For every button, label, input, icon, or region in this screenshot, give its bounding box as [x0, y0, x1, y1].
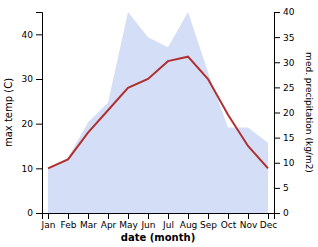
axis-line — [36, 13, 43, 214]
marks — [48, 12, 268, 213]
y-axis: 0 10 20 30 40 — [22, 13, 43, 219]
y-tick-mark — [36, 34, 42, 35]
y-tick: 0 — [27, 208, 42, 218]
chart: Jan FebMar AprMayJun Jul AugSep OctNovDec 0 10 2… — [0, 0, 318, 247]
x-tick: Jan — [41, 213, 56, 230]
y2-tick-mark — [274, 12, 280, 13]
x-tick: Aug — [180, 213, 198, 230]
y2-tick-mark — [274, 163, 280, 164]
x-tick: Apr — [101, 213, 117, 230]
precipitation-area — [48, 12, 268, 213]
x-tick-mark — [248, 213, 249, 219]
y-tick-label: 10 — [22, 164, 34, 174]
y2-tick-label: 15 — [283, 133, 294, 143]
x-tick-label: Oct — [221, 220, 237, 230]
plot-area: Jan FebMar AprMayJun Jul AugSep OctNovDec 0 10 2… — [3, 7, 314, 243]
y2-tick-label: 10 — [283, 158, 295, 168]
x-tick-mark — [88, 213, 89, 219]
y2-tick-mark — [274, 188, 280, 189]
y2-axis: 0 5 10 15 20 25 30 35 40 — [274, 7, 295, 218]
y2-tick-label: 40 — [283, 7, 295, 17]
x-tick: Jul — [162, 213, 174, 230]
x-tick-label: Aug — [180, 220, 198, 230]
y2-tick: 25 — [274, 83, 294, 93]
x-tick-label: Jan — [41, 220, 56, 230]
x-tick-label: Sep — [200, 220, 217, 230]
x-tick-label: Feb — [61, 220, 77, 230]
x-tick-mark — [208, 213, 209, 219]
x-tick-mark — [68, 213, 69, 219]
x-tick-label: Apr — [101, 220, 117, 230]
y-tick-mark — [36, 79, 42, 80]
y2-tick: 35 — [274, 33, 294, 43]
y2-tick: 40 — [274, 7, 295, 17]
y2-tick-label: 35 — [283, 33, 294, 43]
y2-tick: 30 — [274, 58, 295, 68]
y2-tick: 10 — [274, 158, 295, 168]
y-tick: 10 — [22, 164, 42, 174]
y-tick-mark — [36, 213, 42, 214]
x-tick: Mar — [80, 213, 97, 230]
x-tick-mark — [108, 213, 109, 219]
y-tick-mark — [36, 168, 42, 169]
y-tick: 40 — [22, 30, 42, 40]
y2-tick-label: 20 — [283, 108, 295, 118]
x-tick-mark — [188, 213, 189, 219]
y2-tick-label: 5 — [283, 183, 289, 193]
y2-tick-mark — [274, 87, 280, 88]
x-tick: Sep — [200, 213, 217, 230]
x-tick: Dec — [260, 213, 277, 230]
y-tick: 30 — [22, 74, 42, 84]
x-tick-label: Mar — [80, 220, 97, 230]
y2-tick-mark — [274, 113, 280, 114]
x-tick-mark — [228, 213, 229, 219]
y2-tick: 0 — [274, 208, 289, 218]
x-tick-mark — [48, 213, 49, 219]
x-tick-mark — [128, 213, 129, 219]
x-tick-label: May — [119, 220, 138, 230]
y-tick-label: 30 — [22, 74, 34, 84]
y-axis-title: max temp (C) — [3, 78, 14, 147]
x-tick-label: Jul — [162, 220, 174, 230]
y2-tick: 15 — [274, 133, 294, 143]
y2-tick-label: 25 — [283, 83, 294, 93]
x-axis-title: date (month) — [121, 232, 195, 243]
y2-tick-mark — [274, 37, 280, 38]
y-tick: 20 — [22, 119, 42, 129]
y2-tick: 5 — [274, 183, 289, 193]
y-tick-label: 20 — [22, 119, 34, 129]
y2-tick-mark — [274, 62, 280, 63]
temperature-line — [48, 57, 268, 169]
x-tick-mark — [168, 213, 169, 219]
axis-line — [275, 13, 281, 214]
y-tick-label: 40 — [22, 30, 34, 40]
axis-line — [43, 214, 275, 220]
x-tick-label: Dec — [260, 220, 277, 230]
x-tick: May — [119, 213, 138, 230]
y2-axis-title: med. precipitation (kg/m2) — [304, 52, 314, 173]
y2-tick: 20 — [274, 108, 295, 118]
y-tick-mark — [36, 124, 42, 125]
y-tick-label: 0 — [27, 208, 33, 218]
y2-tick-mark — [274, 213, 280, 214]
y2-tick-mark — [274, 138, 280, 139]
y2-tick-label: 0 — [283, 208, 289, 218]
x-tick: Oct — [221, 213, 237, 230]
x-axis: Jan FebMar AprMayJun Jul AugSep OctNovDec — [41, 213, 278, 230]
x-tick-label: Jun — [140, 220, 155, 230]
x-tick-label: Nov — [240, 220, 258, 230]
y2-tick-label: 30 — [283, 58, 295, 68]
x-tick-mark — [268, 213, 269, 219]
x-tick-mark — [148, 213, 149, 219]
x-tick: Jun — [140, 213, 155, 230]
x-tick: Feb — [61, 213, 77, 230]
x-tick: Nov — [240, 213, 258, 230]
